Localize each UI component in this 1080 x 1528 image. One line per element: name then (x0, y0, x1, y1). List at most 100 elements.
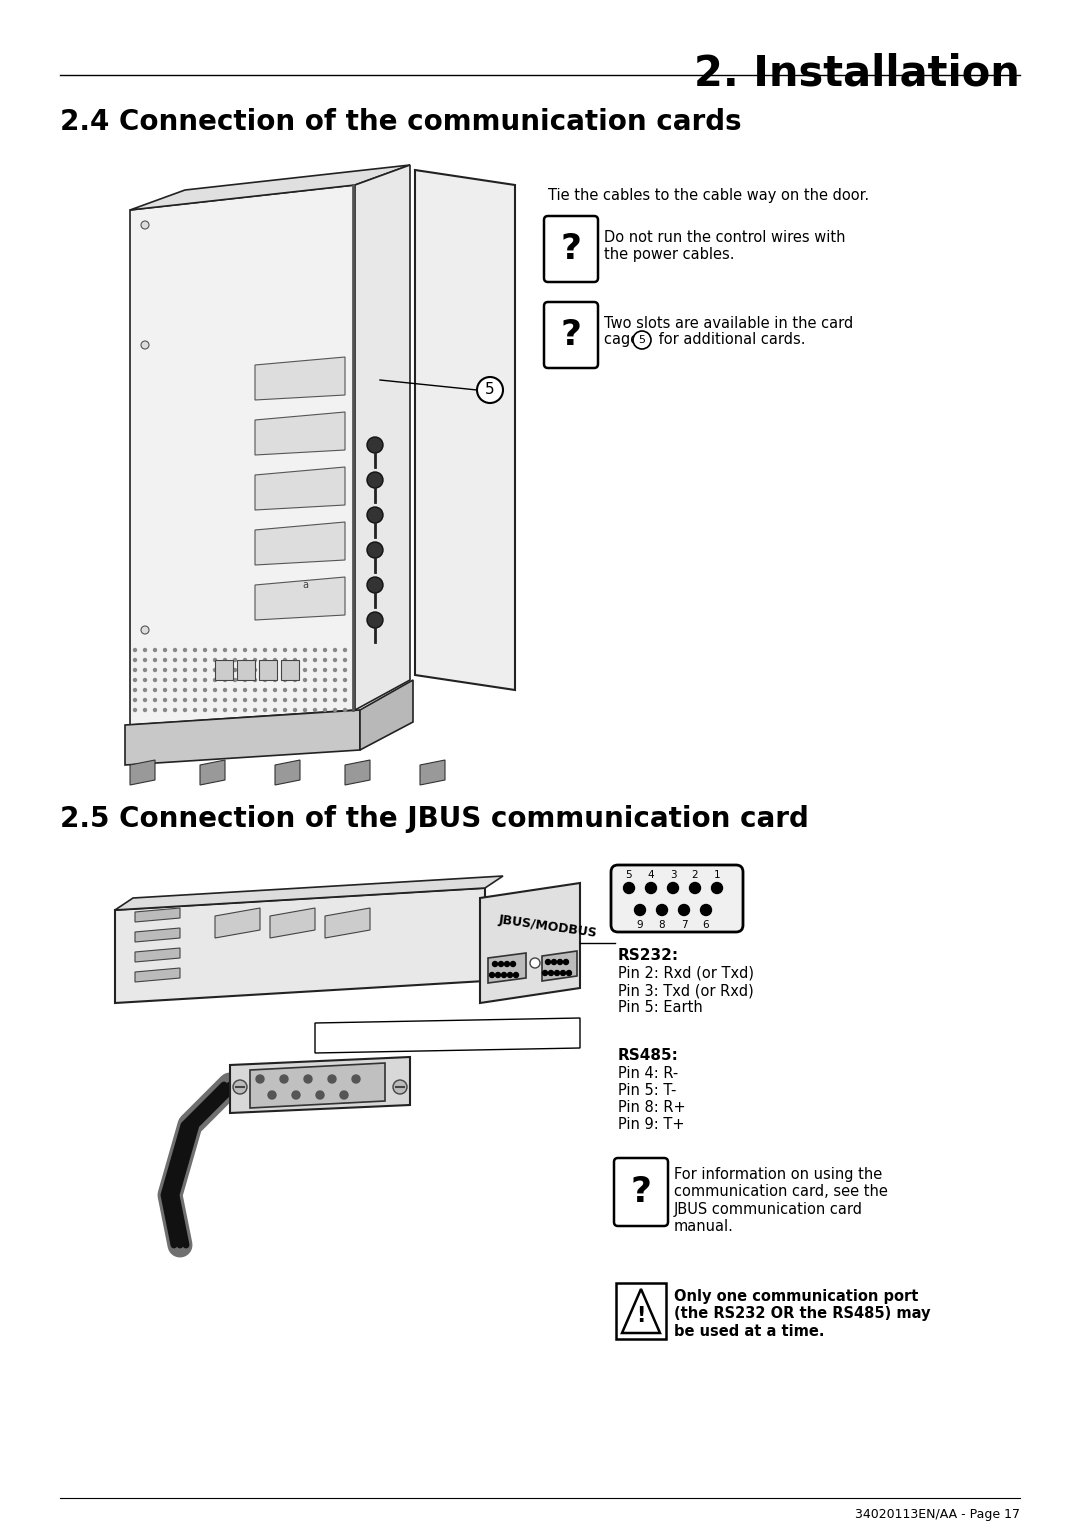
Circle shape (264, 698, 267, 701)
FancyBboxPatch shape (544, 215, 598, 283)
Circle shape (224, 648, 227, 651)
Polygon shape (135, 947, 180, 963)
Circle shape (313, 678, 316, 681)
Circle shape (193, 669, 197, 671)
Circle shape (633, 332, 651, 348)
Circle shape (328, 1076, 336, 1083)
Circle shape (340, 1091, 348, 1099)
Circle shape (324, 678, 326, 681)
Circle shape (214, 709, 216, 712)
Circle shape (141, 222, 149, 229)
Circle shape (144, 698, 147, 701)
Circle shape (549, 970, 554, 975)
Circle shape (163, 648, 166, 651)
Circle shape (324, 669, 326, 671)
Circle shape (554, 970, 559, 975)
Circle shape (153, 648, 157, 651)
Circle shape (273, 698, 276, 701)
Circle shape (193, 678, 197, 681)
Polygon shape (480, 883, 580, 1002)
Text: 2.5 Connection of the JBUS communication card: 2.5 Connection of the JBUS communication… (60, 805, 809, 833)
Circle shape (280, 1076, 288, 1083)
Text: 1: 1 (714, 869, 720, 880)
Circle shape (224, 678, 227, 681)
Text: for additional cards.: for additional cards. (654, 332, 806, 347)
Circle shape (233, 698, 237, 701)
Circle shape (646, 883, 657, 894)
Circle shape (163, 698, 166, 701)
Circle shape (254, 659, 257, 662)
Circle shape (530, 958, 540, 969)
Polygon shape (130, 165, 410, 209)
Text: Pin 3: Txd (or Rxd): Pin 3: Txd (or Rxd) (618, 983, 754, 998)
Circle shape (393, 1080, 407, 1094)
Circle shape (343, 709, 347, 712)
Circle shape (657, 905, 667, 915)
Circle shape (174, 698, 176, 701)
Polygon shape (215, 908, 260, 938)
Circle shape (303, 669, 307, 671)
Circle shape (283, 648, 286, 651)
Circle shape (214, 648, 216, 651)
Polygon shape (200, 759, 225, 785)
Polygon shape (125, 711, 360, 766)
Polygon shape (130, 759, 156, 785)
Circle shape (174, 689, 176, 692)
Circle shape (134, 709, 136, 712)
Circle shape (184, 678, 187, 681)
Polygon shape (130, 185, 355, 724)
Circle shape (153, 659, 157, 662)
FancyBboxPatch shape (615, 1158, 669, 1225)
Circle shape (313, 698, 316, 701)
Circle shape (334, 698, 337, 701)
Polygon shape (255, 578, 345, 620)
Circle shape (184, 709, 187, 712)
Polygon shape (345, 759, 370, 785)
Circle shape (264, 678, 267, 681)
Circle shape (367, 437, 383, 452)
Circle shape (294, 689, 297, 692)
Polygon shape (135, 969, 180, 983)
Text: Two slots are available in the card: Two slots are available in the card (604, 316, 853, 332)
Circle shape (203, 648, 206, 651)
Circle shape (163, 689, 166, 692)
Polygon shape (230, 1057, 410, 1112)
Text: Tie the cables to the cable way on the door.: Tie the cables to the cable way on the d… (548, 188, 869, 203)
Polygon shape (355, 165, 410, 711)
Circle shape (134, 648, 136, 651)
Circle shape (268, 1091, 276, 1099)
Circle shape (283, 669, 286, 671)
Circle shape (193, 659, 197, 662)
Circle shape (313, 709, 316, 712)
FancyBboxPatch shape (215, 660, 233, 680)
Circle shape (144, 709, 147, 712)
Circle shape (214, 689, 216, 692)
Circle shape (233, 678, 237, 681)
Circle shape (303, 709, 307, 712)
Circle shape (254, 698, 257, 701)
Circle shape (294, 648, 297, 651)
Circle shape (254, 678, 257, 681)
Polygon shape (255, 413, 345, 455)
Text: Pin 9: T+: Pin 9: T+ (618, 1117, 685, 1132)
Circle shape (313, 648, 316, 651)
Circle shape (324, 689, 326, 692)
Circle shape (367, 578, 383, 593)
Circle shape (243, 669, 246, 671)
Polygon shape (542, 950, 577, 981)
Circle shape (153, 678, 157, 681)
Circle shape (254, 669, 257, 671)
FancyBboxPatch shape (611, 865, 743, 932)
Circle shape (313, 659, 316, 662)
Circle shape (508, 972, 513, 978)
Circle shape (264, 709, 267, 712)
Circle shape (243, 659, 246, 662)
Circle shape (256, 1076, 264, 1083)
Circle shape (496, 972, 500, 978)
Circle shape (343, 659, 347, 662)
Text: RS232:: RS232: (618, 947, 679, 963)
Circle shape (193, 698, 197, 701)
Text: Pin 2: Rxd (or Txd): Pin 2: Rxd (or Txd) (618, 966, 754, 981)
Circle shape (134, 698, 136, 701)
Text: ?: ? (631, 1175, 651, 1209)
